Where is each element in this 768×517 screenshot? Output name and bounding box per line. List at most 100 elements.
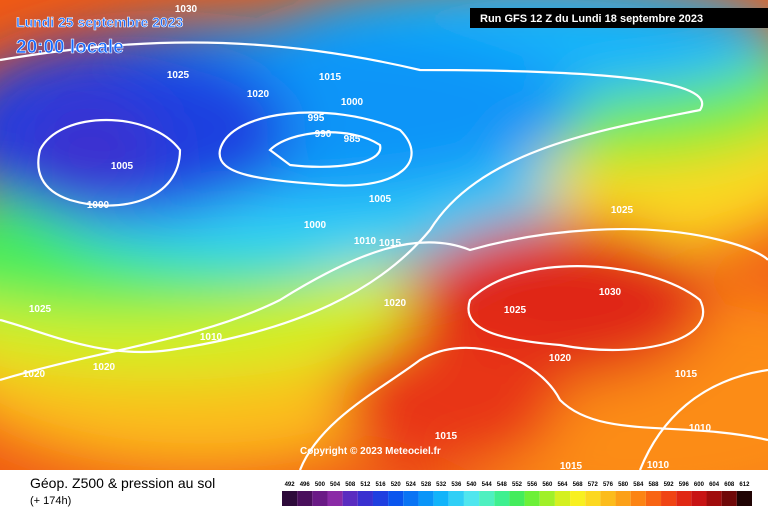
isobar-label: 1030 [175, 4, 198, 15]
scale-swatch [630, 491, 646, 506]
isobar-label: 1015 [319, 72, 342, 83]
scale-label: 536 [451, 482, 462, 488]
scale-swatch [524, 491, 540, 506]
isobar-label: 1015 [560, 461, 583, 472]
lead-time: (+ 174h) [30, 495, 71, 507]
scale-label: 572 [588, 482, 599, 488]
scale-swatch [721, 491, 737, 506]
scale-label: 588 [648, 482, 659, 488]
scale-label: 540 [467, 482, 478, 488]
scale-swatch [585, 491, 601, 506]
scale-label: 568 [573, 482, 584, 488]
isobar [218, 111, 413, 187]
isobar-label: 1025 [611, 205, 634, 216]
scale-label: 548 [497, 482, 508, 488]
scale-swatch [691, 491, 707, 506]
isobar-label: 1010 [689, 423, 712, 434]
scale-label: 492 [285, 482, 296, 488]
scale-swatch [570, 491, 586, 506]
isobar-label: 1000 [304, 220, 327, 231]
scale-swatch [388, 491, 404, 506]
scale-label: 512 [360, 482, 371, 488]
isobar-label: 1020 [93, 362, 116, 373]
isobar-label: 1000 [87, 200, 110, 211]
scale-label: 612 [739, 482, 750, 488]
isobar-label: 1030 [599, 287, 622, 298]
scale-label: 560 [542, 482, 553, 488]
scale-swatch [418, 491, 434, 506]
isobar-label: 1025 [504, 305, 527, 316]
scale-swatch [600, 491, 616, 506]
isobar [467, 265, 705, 352]
scale-swatch [645, 491, 662, 506]
scale-label: 604 [709, 482, 720, 488]
isobar-label: 1025 [167, 70, 190, 81]
isobar-label: 1000 [341, 97, 364, 108]
scale-swatch [615, 491, 631, 506]
isobar-label: 1015 [675, 369, 698, 380]
scale-label: 496 [300, 482, 311, 488]
scale-label: 596 [679, 482, 690, 488]
isobar-label: 1015 [379, 238, 402, 249]
run-banner [470, 8, 768, 28]
scale-label: 528 [421, 482, 432, 488]
scale-label: 544 [482, 482, 493, 488]
isobar-label: 1020 [384, 298, 407, 309]
scale-label: 520 [391, 482, 402, 488]
isobar-label: 990 [315, 129, 332, 140]
scale-swatch [312, 491, 328, 506]
isobar-label: 1015 [435, 431, 458, 442]
isobar-label: 1020 [247, 89, 270, 100]
scale-swatch [403, 491, 419, 506]
scale-label: 552 [512, 482, 523, 488]
scale-label: 576 [603, 482, 614, 488]
scale-swatch [494, 491, 510, 506]
scale-label: 580 [618, 482, 629, 488]
forecast-date: Lundi 25 septembre 2023 [16, 14, 184, 30]
isobar-label: 985 [344, 134, 361, 145]
scale-swatch [736, 491, 752, 506]
scale-swatch [661, 491, 677, 506]
isobar [0, 41, 704, 354]
isobar-label: 1005 [369, 194, 392, 205]
isobar-label: 1020 [549, 353, 572, 364]
scale-label: 508 [345, 482, 356, 488]
scale-swatch [372, 491, 389, 506]
isobar-label: 1005 [111, 161, 134, 172]
scale-swatch [433, 491, 449, 506]
scale-label: 516 [376, 482, 387, 488]
scale-label: 584 [633, 482, 644, 488]
scale-swatch [357, 491, 373, 506]
scale-label: 592 [664, 482, 675, 488]
scale-swatch [539, 491, 555, 506]
forecast-time: 20:00 locale [16, 37, 124, 58]
isobar-label: 1025 [29, 304, 52, 315]
isobar [268, 131, 382, 168]
isobar [37, 118, 182, 207]
scale-label: 532 [436, 482, 447, 488]
isobar-label: 995 [308, 113, 325, 124]
scale-swatch [448, 491, 464, 506]
scale-swatch [297, 491, 313, 506]
scale-label: 504 [330, 482, 341, 488]
scale-swatch [509, 491, 525, 506]
scale-swatch [463, 491, 480, 506]
scale-label: 600 [694, 482, 705, 488]
scale-label: 608 [724, 482, 735, 488]
isobar-label: 1020 [23, 369, 46, 380]
footer-title: Géop. Z500 & pression au sol [30, 475, 215, 491]
isobar [638, 368, 768, 470]
scale-label: 524 [406, 482, 417, 488]
scale-label: 564 [557, 482, 568, 488]
scale-swatch [282, 491, 298, 506]
isobar [0, 228, 768, 382]
scale-swatch [479, 491, 495, 506]
isobar [298, 346, 768, 470]
scale-swatch [676, 491, 692, 506]
isobar-label: 1010 [200, 332, 223, 343]
scale-label: 556 [527, 482, 538, 488]
scale-label: 500 [315, 482, 326, 488]
scale-swatch [554, 491, 571, 506]
